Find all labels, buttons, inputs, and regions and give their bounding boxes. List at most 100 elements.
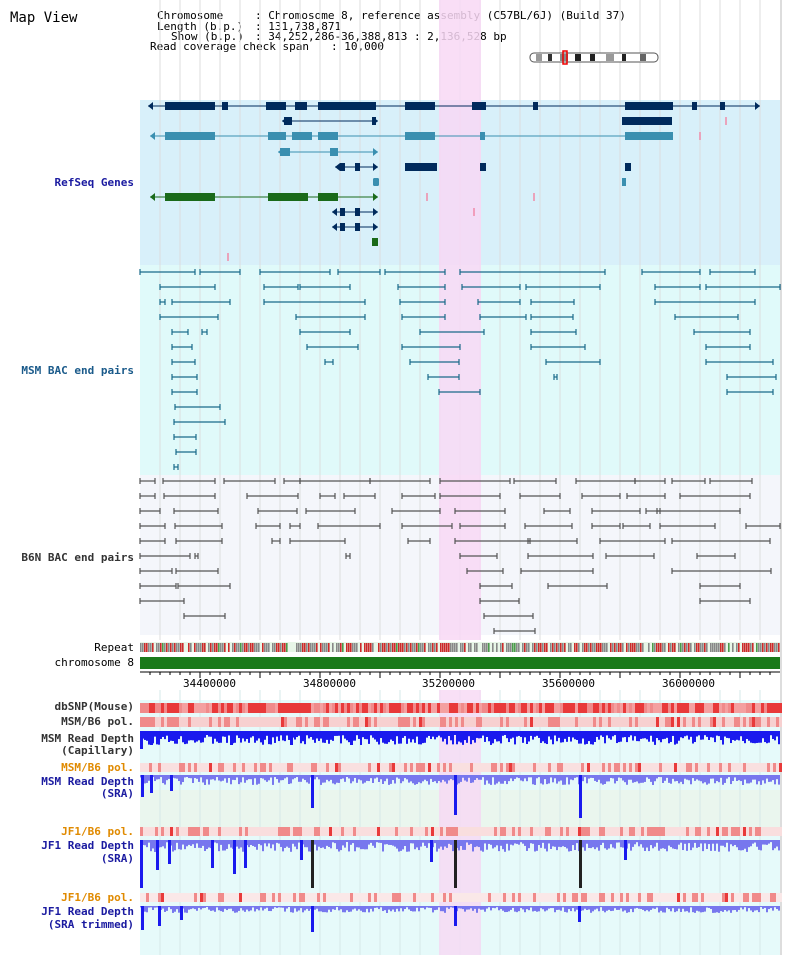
jf1-trim-depth — [154, 906, 156, 908]
repeat-mark — [236, 643, 238, 652]
msm-sra-depth — [536, 775, 538, 779]
msm-pol-bar — [194, 717, 197, 727]
jf1-sra-depth — [184, 840, 186, 850]
jf1-pol-bar — [680, 827, 683, 836]
repeat-mark — [366, 643, 368, 652]
dbsnp-bar — [161, 703, 164, 713]
chromosome-band — [140, 657, 780, 669]
msm-pol2-bar — [707, 763, 710, 772]
msm-sra-depth — [756, 775, 758, 785]
msm-cap-depth — [298, 731, 300, 736]
msm-cap-depth — [320, 731, 322, 739]
jf1-pol2-bar — [629, 893, 632, 902]
msm-pol-bar — [698, 717, 701, 727]
jf1-trim-depth — [352, 906, 354, 910]
msm-pol2-bar — [620, 763, 623, 772]
dbsnp-bar — [506, 703, 509, 713]
jf1-trim-depth — [564, 906, 566, 912]
dbsnp-bar — [371, 703, 374, 713]
jf1-pol2-bar — [587, 893, 590, 902]
jf1-sra-depth — [492, 840, 494, 849]
jf1-pol-bar — [173, 827, 176, 836]
msm-pol-bar — [365, 717, 368, 727]
dbsnp-bar — [275, 703, 278, 713]
jf1-sra-depth — [438, 840, 440, 849]
repeat-mark — [748, 643, 750, 652]
jf1-pol2-bar — [347, 893, 350, 902]
dbsnp-bar — [485, 703, 488, 713]
refseq-gene-exon — [318, 132, 338, 140]
dbsnp-bar — [434, 703, 437, 713]
msm-cap-depth — [638, 731, 640, 742]
jf1-pol2-bar — [305, 893, 308, 902]
jf1-trim-depth — [700, 906, 702, 913]
jf1-trim-depth — [354, 906, 356, 909]
msm-sra-depth — [778, 775, 780, 785]
msm-pol2-bar — [239, 763, 242, 772]
dbsnp-bar — [428, 703, 431, 713]
msm-pol-bar — [581, 717, 584, 727]
dbsnp-bar — [233, 703, 236, 713]
jf1-trim-depth — [772, 906, 774, 911]
jf1-sra-depth — [554, 840, 556, 847]
jf1-pol-bar — [494, 827, 497, 836]
msm-cap-depth — [666, 731, 668, 738]
repeat-mark — [198, 643, 200, 652]
jf1-trim-depth — [614, 906, 616, 909]
msm-cap-depth — [616, 731, 618, 744]
jf1-trim-depth — [176, 906, 178, 910]
dbsnp-bar — [527, 703, 530, 713]
dbsnp-bar — [251, 703, 254, 713]
msm-pol-bar — [704, 717, 707, 727]
repeat-mark — [286, 643, 288, 652]
jf1-trim-depth — [724, 906, 726, 911]
jf1-pol-bar — [260, 827, 263, 836]
repeat-mark — [684, 643, 686, 652]
msm-cap-depth — [196, 731, 198, 742]
jf1-sra-depth — [768, 840, 770, 844]
msm-sra-depth — [608, 775, 610, 782]
msm-pol-bar — [263, 717, 266, 727]
msm-sra-depth — [182, 775, 184, 783]
msm-sra-depth — [194, 775, 196, 779]
msm-pol-bar — [440, 717, 443, 727]
msm-pol2-bar — [458, 763, 461, 772]
msm-pol-bar — [536, 717, 539, 727]
dbsnp-bar — [545, 703, 548, 713]
msm-sra-depth — [590, 775, 592, 778]
msm-cap-depth — [380, 731, 382, 739]
jf1-trim-depth — [498, 906, 500, 911]
jf1-pol-bar — [275, 827, 278, 836]
jf1-sra-depth — [538, 840, 540, 846]
repeat-mark — [258, 643, 260, 652]
msm-sra-depth — [362, 775, 364, 784]
refseq-gene-arrow — [373, 193, 378, 201]
msm-sra-depth — [274, 775, 276, 778]
dbsnp-bar — [215, 703, 218, 713]
msm-cap-depth — [552, 731, 554, 745]
repeat-mark — [194, 643, 196, 652]
msm-cap-depth — [260, 731, 262, 743]
jf1-sra-depth — [360, 840, 362, 850]
msm-sra-depth — [742, 775, 744, 785]
repeat-mark — [502, 643, 504, 652]
msm-pol-bar — [644, 717, 647, 727]
dbsnp-bar — [776, 703, 779, 713]
msm-sra-depth — [764, 775, 766, 784]
msm-cap-depth — [166, 731, 168, 736]
refseq-gene-exon — [533, 102, 538, 110]
jf1-pol2-bar — [569, 893, 572, 902]
jf1-sra-depth — [566, 840, 568, 849]
jf1-trim-depth — [522, 906, 524, 910]
msm-cap-depth — [734, 731, 736, 741]
jf1-trim-depth — [174, 906, 176, 912]
jf1-sra-depth — [688, 840, 690, 844]
jf1-trim-depth — [306, 906, 308, 909]
jf1-trim-depth — [642, 906, 644, 910]
msm-cap-depth — [468, 731, 470, 737]
jf1-pol2-bar — [491, 893, 494, 902]
msm-pol2-bar — [200, 763, 203, 772]
msm-pol2-bar — [569, 763, 572, 772]
msm-pol-bar — [143, 717, 146, 727]
